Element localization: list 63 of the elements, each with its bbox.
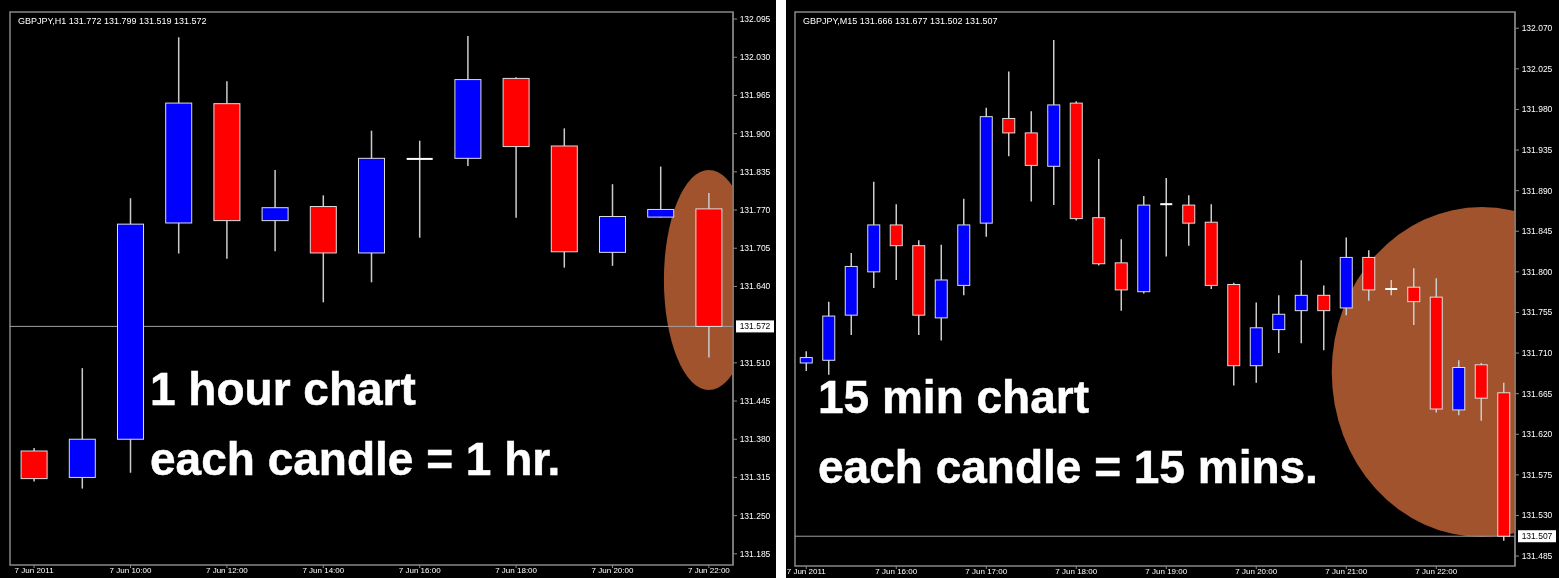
ref-line-label: 131.572 xyxy=(739,321,771,332)
y-tick-label: 131.965 xyxy=(739,90,771,101)
x-tick-label: 7 Jun 18:00 xyxy=(1055,567,1098,576)
y-tick-label: 131.980 xyxy=(1521,104,1553,115)
candlestick xyxy=(1272,294,1286,354)
x-tick-label: 7 Jun 21:00 xyxy=(1325,567,1368,576)
candlestick xyxy=(1294,259,1308,344)
y-tick-label: 132.070 xyxy=(1521,23,1553,34)
y-tick-label: 132.030 xyxy=(739,52,771,63)
y-tick-label: 131.250 xyxy=(739,510,771,521)
y-tick-label: 131.705 xyxy=(739,243,771,254)
candlestick xyxy=(799,350,813,372)
y-tick-label: 131.835 xyxy=(739,166,771,177)
candlestick xyxy=(1182,194,1196,247)
y-tick-label: 131.770 xyxy=(739,205,771,216)
candlestick xyxy=(1317,284,1331,352)
x-tick-label: 7 Jun 16:00 xyxy=(398,566,442,575)
y-tick-label: 131.620 xyxy=(1521,429,1553,440)
y-tick-label: 131.530 xyxy=(1521,510,1553,521)
annotation: 1 hour chart xyxy=(150,363,416,415)
candlestick xyxy=(889,203,903,281)
x-tick-label: 7 Jun 22:00 xyxy=(687,566,731,575)
x-tick-label: 7 Jun 14:00 xyxy=(302,566,345,575)
x-tick-label: 7 Jun 17:00 xyxy=(965,567,1008,576)
x-tick-label: 7 Jun 10:00 xyxy=(109,566,152,575)
y-tick-label: 132.025 xyxy=(1521,63,1553,74)
candlestick xyxy=(1160,177,1173,258)
y-tick-label: 131.900 xyxy=(739,128,771,139)
x-tick-label: 7 Jun 19:00 xyxy=(1145,567,1188,576)
x-tick-label: 7 Jun 18:00 xyxy=(495,566,538,575)
y-tick-label: 131.485 xyxy=(1521,551,1553,562)
y-tick-label: 131.710 xyxy=(1521,348,1553,359)
candlestick xyxy=(406,139,433,239)
x-tick-label: 7 Jun 16:00 xyxy=(875,567,918,576)
y-tick-label: 132.095 xyxy=(739,14,771,25)
x-tick-label: 7 Jun 20:00 xyxy=(591,566,634,575)
y-tick-label: 131.640 xyxy=(739,281,771,292)
y-tick-label: 131.935 xyxy=(1521,145,1553,156)
y-tick-label: 131.575 xyxy=(1521,469,1553,480)
y-tick-label: 131.845 xyxy=(1521,226,1553,237)
y-tick-label: 131.185 xyxy=(739,548,771,559)
x-tick-label: 7 Jun 2011 xyxy=(14,566,55,575)
annotation: each candle = 1 hr. xyxy=(150,433,561,485)
chart-title: GBPJPY,M15 131.666 131.677 131.502 131.507 xyxy=(803,16,998,26)
candlestick xyxy=(261,169,289,252)
y-tick-label: 131.445 xyxy=(739,396,771,407)
y-tick-label: 131.315 xyxy=(739,472,771,483)
y-tick-label: 131.800 xyxy=(1521,266,1553,277)
text: GBPJPY,H1 131.772 131.799 131.519 131.572 xyxy=(18,16,207,26)
x-tick-label: 7 Jun 2011 xyxy=(786,567,827,576)
candlestick xyxy=(1002,70,1016,158)
y-tick-label: 131.380 xyxy=(739,434,771,445)
ref-line-label: 131.507 xyxy=(1521,531,1553,542)
y-tick-label: 131.755 xyxy=(1521,307,1553,318)
annotation: 15 min chart xyxy=(818,371,1089,423)
y-tick-label: 131.890 xyxy=(1521,185,1553,196)
x-tick-label: 7 Jun 22:00 xyxy=(1415,567,1458,576)
y-tick-label: 131.510 xyxy=(739,357,771,368)
x-tick-label: 7 Jun 20:00 xyxy=(1235,567,1278,576)
y-tick-label: 131.665 xyxy=(1521,388,1553,399)
candlestick xyxy=(1407,267,1421,326)
x-tick-label: 7 Jun 12:00 xyxy=(205,566,249,575)
annotation: each candle = 15 mins. xyxy=(818,441,1318,493)
